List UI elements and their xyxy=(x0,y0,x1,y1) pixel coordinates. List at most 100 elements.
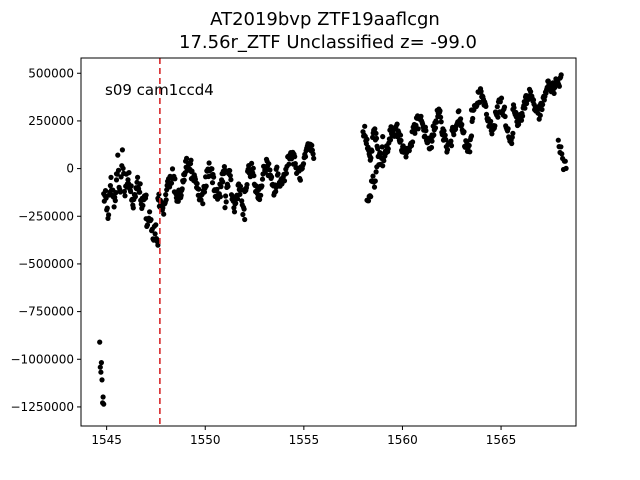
data-point xyxy=(513,109,519,115)
data-point xyxy=(379,144,385,150)
data-point xyxy=(311,155,317,161)
data-point xyxy=(281,178,288,184)
data-point xyxy=(431,132,437,138)
plot-area-frame xyxy=(80,57,577,427)
data-point xyxy=(540,102,546,108)
data-point xyxy=(520,113,526,119)
data-point xyxy=(555,137,561,143)
data-point xyxy=(511,105,517,111)
data-point xyxy=(228,177,234,183)
data-point xyxy=(132,194,138,200)
data-point xyxy=(97,364,103,370)
data-point xyxy=(495,114,501,120)
data-point xyxy=(398,137,404,144)
data-point xyxy=(220,179,226,185)
data-point xyxy=(459,121,465,128)
data-point xyxy=(489,131,495,137)
data-point xyxy=(300,161,307,167)
data-point xyxy=(266,161,272,167)
data-point xyxy=(233,200,239,206)
data-point xyxy=(434,119,440,125)
data-point xyxy=(387,137,394,143)
y-tick-label: −250000 xyxy=(18,209,74,223)
data-point xyxy=(528,89,534,95)
data-point xyxy=(163,192,169,198)
data-point xyxy=(130,205,136,211)
data-point xyxy=(448,138,454,144)
data-point xyxy=(501,104,508,110)
data-point xyxy=(418,113,424,119)
data-point xyxy=(100,394,106,400)
data-point xyxy=(104,205,110,211)
data-point xyxy=(563,165,569,171)
data-point xyxy=(380,134,386,140)
data-point xyxy=(259,176,266,182)
data-point xyxy=(510,130,516,136)
data-point xyxy=(370,173,376,179)
data-point xyxy=(558,144,564,150)
y-tick-label: 0 xyxy=(66,162,74,176)
data-point xyxy=(115,152,121,158)
data-point xyxy=(223,199,229,205)
data-point xyxy=(201,189,208,195)
chart-title-line1: AT2019bvp ZTF19aaflcgn xyxy=(210,9,440,30)
data-point xyxy=(292,154,298,160)
data-point xyxy=(222,205,228,211)
data-point xyxy=(211,174,217,180)
y-tick-label: −1000000 xyxy=(11,352,75,366)
data-point xyxy=(362,123,368,129)
data-point xyxy=(140,202,146,209)
data-point xyxy=(458,116,464,122)
data-point xyxy=(241,206,247,212)
data-point xyxy=(107,183,113,189)
data-point xyxy=(373,130,379,136)
data-point xyxy=(144,222,151,228)
data-point xyxy=(292,161,298,167)
data-point xyxy=(225,183,231,189)
data-point xyxy=(470,115,476,122)
data-point xyxy=(269,174,275,180)
data-point xyxy=(222,167,228,173)
data-point xyxy=(194,181,200,187)
data-point xyxy=(240,211,246,218)
data-point xyxy=(239,198,245,204)
data-point xyxy=(494,104,500,110)
data-point xyxy=(461,129,467,135)
data-point xyxy=(218,184,224,190)
data-point xyxy=(263,167,269,173)
data-point xyxy=(310,151,316,157)
data-point xyxy=(505,126,511,132)
data-point xyxy=(98,369,104,375)
data-point xyxy=(234,196,241,202)
y-tick-label: 500000 xyxy=(28,66,74,80)
data-point xyxy=(373,135,380,141)
data-point xyxy=(152,231,158,237)
y-axis: 500000 250000 0 −250000 −500000 −750000 −10000… xyxy=(11,66,81,414)
x-tick-label: 1565 xyxy=(486,433,517,447)
data-point xyxy=(227,173,233,179)
data-point xyxy=(115,167,122,173)
data-point xyxy=(444,147,451,153)
data-point xyxy=(112,198,118,204)
data-point xyxy=(385,146,391,152)
data-point xyxy=(372,178,378,184)
data-point xyxy=(488,118,494,124)
data-point xyxy=(403,154,409,160)
data-point xyxy=(169,166,176,172)
data-point xyxy=(253,183,259,189)
data-point xyxy=(209,180,216,186)
data-point xyxy=(438,114,444,120)
data-point xyxy=(477,99,483,105)
data-point xyxy=(125,177,131,183)
data-point xyxy=(122,193,128,199)
data-point xyxy=(223,193,229,199)
data-point xyxy=(415,126,421,132)
data-point xyxy=(537,112,543,118)
data-point xyxy=(168,180,175,186)
x-axis: 1545 1550 1555 1560 1565 xyxy=(91,426,516,447)
data-point xyxy=(365,198,372,204)
data-point xyxy=(509,134,515,140)
data-point xyxy=(394,121,400,127)
data-point xyxy=(286,161,292,167)
